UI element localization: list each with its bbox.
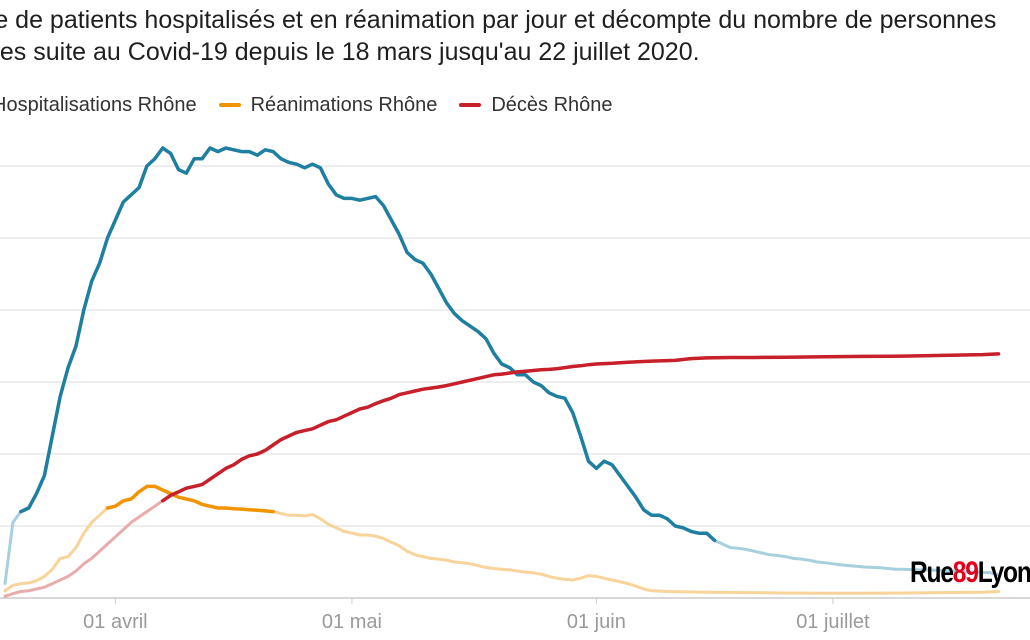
rue89lyon-logo: Rue89Lyon [910,553,1030,593]
chart-legend: Hospitalisations Rhône Réanimations Rhôn… [0,92,635,118]
logo-part-rue: Rue [910,556,954,589]
legend-item-deces: Décès Rhône [459,93,613,117]
x-tick-label-3: 01 juillet [796,611,870,633]
chart-title: re de patients hospitalisés et en réanim… [0,4,1030,68]
legend-label-hospitalisations: Hospitalisations Rhône [0,93,197,116]
chart-title-line-1: re de patients hospitalisés et en réanim… [0,6,997,34]
series-line-hospitalisations [19,146,717,543]
legend-item-reanimations: Réanimations Rhône [218,93,438,117]
chart-series [3,146,1001,598]
legend-label-reanimations: Réanimations Rhône [250,93,438,116]
legend-swatch-reanimations [218,103,241,107]
series-line-reanimations [105,484,275,514]
series-line-deces [160,352,1001,503]
logo-part-89: 89 [952,556,979,589]
chart-title-line-2: ées suite au Covid-19 depuis le 18 mars … [0,38,700,66]
legend-swatch-deces [459,103,482,107]
x-tick-label-1: 01 mai [322,611,382,633]
x-tick-label-2: 01 juin [567,611,626,633]
chart-gridlines [0,165,1030,599]
series-line-light-reanimations [3,484,1000,595]
legend-label-deces: Décès Rhône [491,93,613,116]
series-line-light-deces [3,352,1000,598]
x-tick-label-0: 01 avril [83,611,147,633]
x-axis-ticks: 01 avril 01 mai 01 juin 01 juillet [83,598,870,633]
logo-part-lyon: Lyon [977,556,1030,589]
legend-item-hospitalisations: Hospitalisations Rhône [0,94,197,117]
